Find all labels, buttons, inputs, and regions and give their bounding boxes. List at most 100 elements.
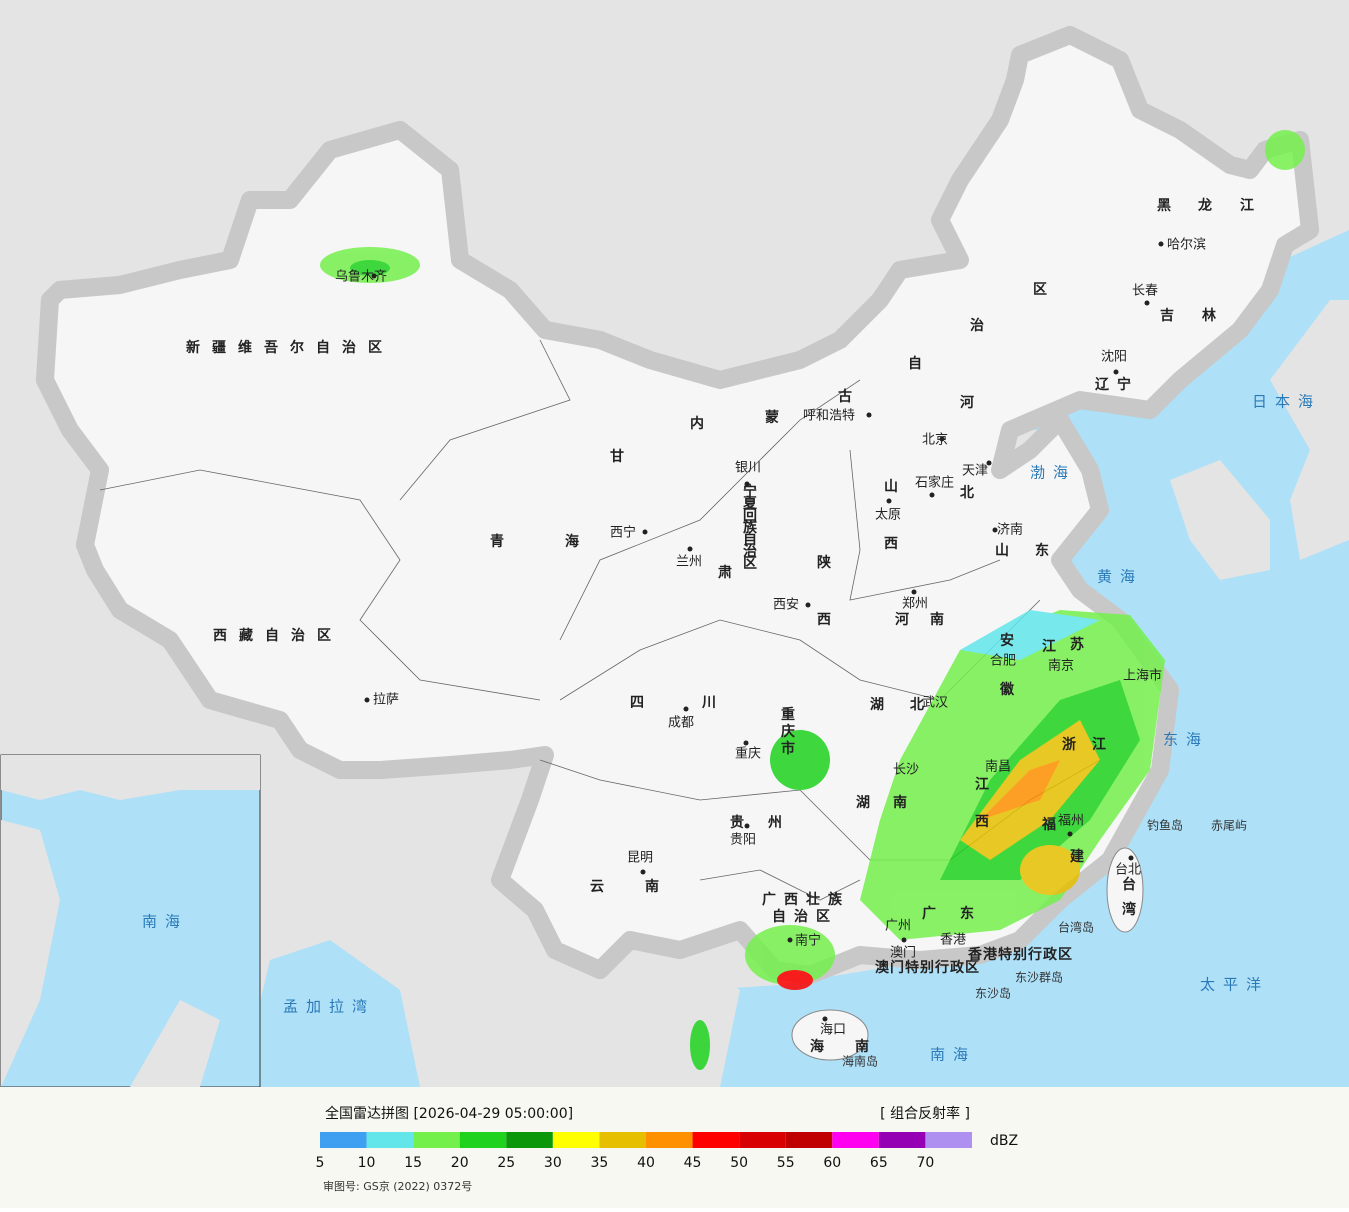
citie-label: 南京	[1048, 658, 1074, 674]
legend-swatch	[645, 1132, 693, 1148]
city-dot	[992, 527, 998, 533]
province-label: 吉林	[1160, 307, 1216, 324]
province-label: 四川	[630, 695, 716, 711]
city-dot	[986, 460, 992, 466]
citie-label: 上海市	[1123, 668, 1162, 684]
citie-label: 拉萨	[373, 693, 399, 708]
province-label: 黑龙江	[1157, 197, 1254, 214]
legend-swatch	[785, 1132, 833, 1148]
city-dot	[364, 697, 370, 703]
citie-label: 石家庄	[915, 475, 954, 491]
sea-label: 日本海	[1252, 393, 1321, 411]
city-dot	[640, 869, 646, 875]
legend-tick-label: 10	[358, 1155, 376, 1171]
city-dot	[683, 706, 689, 712]
inset	[0, 754, 261, 1088]
citie-label: 海口	[820, 1023, 846, 1038]
province-label: 西藏自治区	[213, 627, 343, 644]
legend-title: 全国雷达拼图 [2026-04-29 05:00:00]	[325, 1105, 573, 1122]
citie-label: 贵阳	[730, 833, 756, 848]
sea-label: 黄海	[1097, 568, 1143, 586]
citie-label: 郑州	[902, 597, 928, 612]
legend-swatch	[599, 1132, 646, 1148]
approval-number: 审图号: GS京 (2022) 0372号	[323, 1179, 472, 1193]
legend-swatch	[832, 1132, 879, 1148]
city-dot	[939, 436, 945, 442]
citie-label: 兰州	[676, 555, 702, 570]
citie-label: 哈尔滨	[1167, 237, 1206, 253]
taiwan	[1106, 847, 1144, 933]
city-dot	[866, 412, 872, 418]
island-label: 东沙群岛	[1015, 970, 1063, 985]
citie-label: 银川	[735, 461, 761, 476]
province-label: 新疆维吾尔自治区	[186, 339, 394, 356]
japan	[1270, 300, 1349, 560]
city-dot	[371, 273, 377, 279]
legend-tick-label: 40	[637, 1155, 655, 1171]
legend-swatch	[925, 1132, 972, 1148]
province-label: 江西	[975, 776, 989, 830]
legend-tick-label: 20	[451, 1155, 469, 1171]
legend-swatch	[739, 1132, 786, 1148]
citie-label: 北京	[922, 433, 948, 448]
legend-swatch	[320, 1132, 367, 1148]
citie-label: 济南	[997, 522, 1023, 538]
city-dot	[787, 937, 793, 943]
legend-product: [ 组合反射率 ]	[880, 1105, 970, 1122]
sea-label: 渤海	[1030, 464, 1076, 482]
legend-tick-label: 45	[684, 1155, 702, 1171]
island-label: 海南岛	[842, 1054, 878, 1069]
province-label: 安徽	[999, 632, 1015, 698]
citie-label: 台北	[1115, 863, 1141, 878]
province-label: 广东	[922, 905, 974, 922]
legend-tick-label: 65	[870, 1155, 888, 1171]
citie-label: 广州	[885, 919, 911, 934]
island-label: 台湾岛	[1058, 920, 1094, 935]
province-label: 河南	[895, 611, 944, 628]
province-label: 香港特别行政区	[967, 946, 1073, 963]
citie-label: 长沙	[893, 763, 919, 778]
sea	[690, 230, 1349, 1087]
city-dot	[901, 937, 907, 943]
province-label: 河北	[960, 394, 974, 501]
legend-unit: dBZ	[990, 1133, 1018, 1149]
citie-label: 合肥	[990, 654, 1016, 669]
inset-land	[1, 820, 60, 1087]
citie-label: 西宁	[610, 525, 636, 541]
inset-land	[130, 1000, 220, 1087]
legend-tick-label: 15	[404, 1155, 422, 1171]
province-label: 江苏	[1042, 636, 1084, 655]
province-label: 浙江	[1062, 736, 1106, 753]
citie-label: 呼和浩特	[803, 409, 855, 424]
legend-swatch	[459, 1132, 507, 1148]
city-dot	[1128, 855, 1134, 861]
city-dot	[744, 823, 750, 829]
sea-label: 南海	[930, 1046, 976, 1064]
city-dot	[822, 1016, 828, 1022]
city-dot	[1158, 241, 1164, 247]
citie-label: 南宁	[795, 933, 821, 949]
province-label: 湖北	[870, 697, 924, 713]
island-label: 东沙岛	[975, 986, 1011, 1001]
legend-swatch	[366, 1132, 414, 1148]
radar-echo	[320, 130, 1305, 1070]
legend-tick-label: 35	[591, 1155, 609, 1171]
province-label: 辽宁	[1095, 376, 1131, 393]
province-label: 山西	[884, 479, 898, 552]
citie-label: 天津	[962, 464, 988, 479]
province-label: 重庆市	[781, 706, 795, 757]
city-dot	[1067, 831, 1073, 837]
province-label: 澳门特别行政区	[875, 959, 980, 976]
province-label: 海南	[810, 1038, 869, 1055]
legend-tick-label: 70	[916, 1155, 934, 1171]
citie-label: 乌鲁木齐	[335, 269, 387, 285]
city-dot	[911, 589, 917, 595]
legend-tick-label: 55	[777, 1155, 795, 1171]
citie-label: 西安	[773, 598, 799, 613]
citie-label: 南昌	[985, 759, 1011, 775]
province-label: 台湾	[1122, 876, 1136, 918]
legend-tick-label: 30	[544, 1155, 562, 1171]
city-dot	[929, 492, 935, 498]
province-label: 福建	[1041, 816, 1084, 865]
